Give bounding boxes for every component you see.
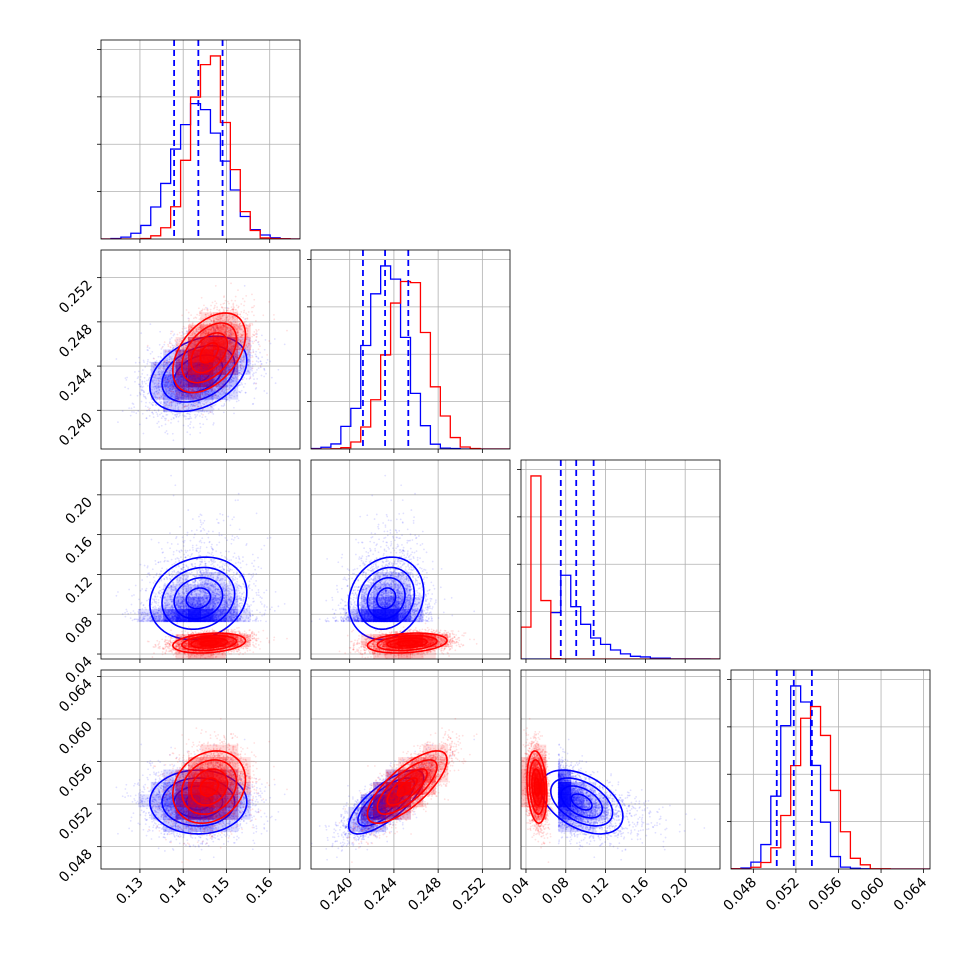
histogram-series-1 bbox=[311, 280, 510, 449]
contour-series-1 bbox=[396, 777, 418, 797]
histogram-series-1 bbox=[521, 475, 720, 659]
x-tick-label: 0.060 bbox=[848, 875, 888, 915]
x-tick-label: 0.240 bbox=[317, 875, 357, 915]
contour-series-1 bbox=[396, 639, 418, 647]
contour-series-0 bbox=[549, 777, 614, 827]
x-tick-label: 0.16 bbox=[619, 874, 652, 907]
contour-series-1 bbox=[199, 639, 219, 647]
x-tick-label: 0.252 bbox=[450, 875, 490, 915]
contour-series-1 bbox=[386, 768, 428, 806]
contour-series-1 bbox=[366, 632, 448, 654]
y-tick-label: 0.060 bbox=[56, 718, 96, 758]
panel-frame bbox=[310, 249, 511, 450]
y-tick-label: 0.252 bbox=[56, 277, 96, 317]
panel-3-2 bbox=[520, 669, 721, 873]
x-tick-label: 0.13 bbox=[113, 875, 146, 908]
panel-frame bbox=[730, 669, 931, 870]
contour-series-1 bbox=[386, 637, 428, 649]
panel-frame bbox=[100, 669, 301, 870]
histogram-series-0 bbox=[731, 685, 930, 869]
x-tick-label: 0.20 bbox=[659, 875, 692, 908]
contour-series-1 bbox=[181, 634, 238, 652]
x-tick-label: 0.052 bbox=[763, 875, 803, 915]
y-tick-label: 0.056 bbox=[56, 761, 96, 801]
contour-series-1 bbox=[366, 750, 448, 824]
panel-frame bbox=[310, 669, 511, 870]
y-tick-label: 0.240 bbox=[56, 410, 96, 450]
panel-frame bbox=[100, 249, 301, 450]
contour-series-1 bbox=[376, 634, 438, 652]
x-tick-label: 0.056 bbox=[806, 874, 846, 914]
contour-series-1 bbox=[190, 768, 229, 806]
x-tick-label: 0.15 bbox=[200, 875, 233, 908]
panel-3-1 bbox=[310, 669, 511, 873]
panel-frame bbox=[100, 39, 301, 240]
panel-2-2 bbox=[517, 459, 721, 663]
contour-series-0 bbox=[570, 793, 593, 811]
contour-series-0 bbox=[347, 556, 425, 641]
y-tick-label: 0.08 bbox=[62, 614, 95, 647]
x-tick-label: 0.16 bbox=[243, 874, 276, 907]
contour-series-0 bbox=[357, 566, 416, 630]
panel-2-1 bbox=[310, 459, 511, 663]
panel-0-0 bbox=[97, 39, 301, 243]
panel-3-3 bbox=[727, 669, 931, 873]
contour-series-0 bbox=[161, 566, 236, 630]
contour-series-0 bbox=[185, 587, 212, 610]
contour-series-1 bbox=[190, 637, 229, 649]
x-tick-label: 0.08 bbox=[539, 875, 572, 908]
contour-series-0 bbox=[149, 556, 248, 641]
contour-series-1 bbox=[181, 322, 238, 384]
contour-series-0 bbox=[366, 576, 406, 620]
contour-series-1 bbox=[171, 312, 247, 394]
x-tick-label: 0.244 bbox=[361, 874, 401, 914]
contour-series-1 bbox=[533, 777, 541, 797]
contour-series-0 bbox=[560, 785, 604, 819]
x-tick-label: 0.064 bbox=[891, 874, 931, 914]
x-tick-label: 0.04 bbox=[499, 874, 532, 907]
contour-series-1 bbox=[199, 342, 219, 364]
contour-series-1 bbox=[190, 332, 229, 374]
contour-series-0 bbox=[376, 587, 397, 610]
x-tick-label: 0.248 bbox=[405, 875, 445, 915]
contour-series-0 bbox=[173, 576, 224, 620]
contour-series-1 bbox=[171, 632, 247, 654]
contour-series-1 bbox=[526, 750, 548, 825]
x-tick-label: 0.12 bbox=[579, 875, 612, 908]
y-tick-label: 0.248 bbox=[56, 321, 96, 361]
y-tick-label: 0.052 bbox=[56, 804, 96, 844]
density-series-0 bbox=[348, 571, 424, 623]
histogram-series-1 bbox=[101, 55, 300, 239]
panel-frame bbox=[100, 459, 301, 660]
y-tick-label: 0.12 bbox=[62, 574, 95, 607]
y-tick-label: 0.048 bbox=[56, 846, 96, 886]
panel-frame bbox=[520, 669, 721, 870]
y-tick-label: 0.20 bbox=[62, 494, 95, 527]
panel-frame bbox=[310, 459, 511, 660]
panel-3-0 bbox=[97, 669, 301, 873]
contour-series-1 bbox=[376, 759, 438, 816]
contour-series-1 bbox=[171, 750, 247, 825]
y-tick-label: 0.16 bbox=[62, 534, 95, 567]
contour-series-1 bbox=[181, 759, 238, 816]
histogram-series-0 bbox=[101, 103, 300, 239]
contour-series-1 bbox=[199, 777, 219, 797]
panel-2-0 bbox=[97, 459, 301, 663]
histogram-series-0 bbox=[311, 265, 510, 449]
contour-series-1 bbox=[528, 759, 546, 816]
panel-1-1 bbox=[307, 249, 511, 453]
y-tick-label: 0.244 bbox=[56, 366, 96, 406]
x-tick-label: 0.14 bbox=[157, 874, 190, 907]
panel-frame bbox=[520, 459, 721, 660]
contour-series-1 bbox=[531, 768, 543, 806]
x-tick-label: 0.048 bbox=[721, 875, 761, 915]
panel-1-0 bbox=[97, 249, 301, 453]
